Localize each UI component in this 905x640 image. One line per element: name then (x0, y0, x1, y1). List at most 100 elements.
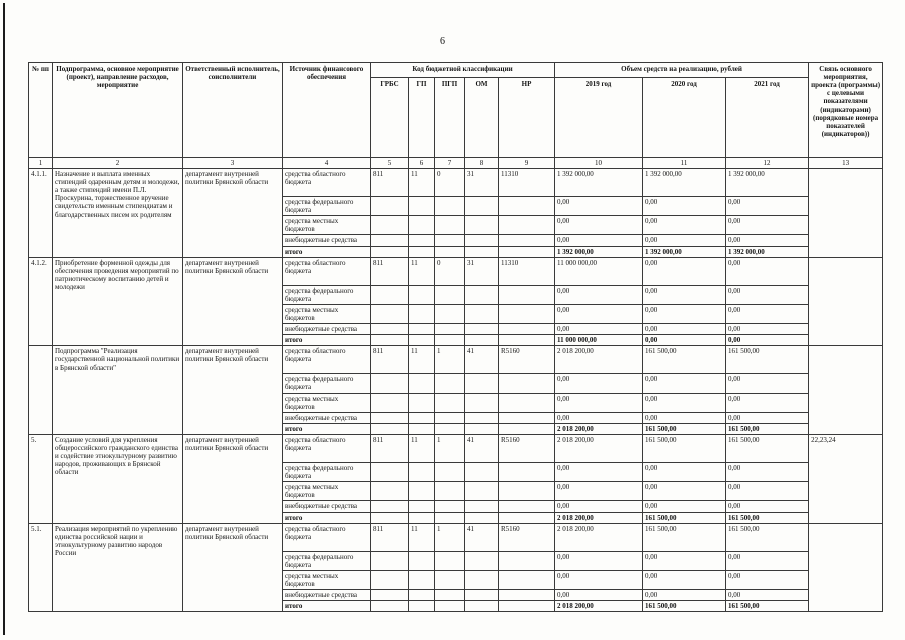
amount-cell: 2 018 200,00 (554, 522, 644, 552)
source-cell: средства областного бюджета (282, 433, 371, 463)
header-link: Связь основного мероприятия, проекта (пр… (808, 62, 884, 158)
program-cell: Назначение и выплата именных стипендий о… (52, 168, 183, 258)
kbk-value-cell (408, 334, 435, 347)
kbk-value-cell: 41 (464, 433, 499, 463)
header-col-number: 10 (554, 157, 644, 169)
kbk-value-cell (370, 422, 409, 435)
amount-cell: 0,00 (642, 392, 727, 413)
header-col-number: 3 (182, 157, 283, 169)
header-year-col: 2020 год (642, 77, 727, 158)
kbk-value-cell: 1 (434, 433, 465, 463)
program-cell: Создание условий для укрепления общеросс… (52, 433, 183, 524)
kbk-value-cell (370, 392, 409, 413)
kbk-value-cell (497, 373, 556, 394)
kbk-value-cell (370, 373, 409, 394)
kbk-value-cell (464, 550, 499, 571)
header-program: Подпрограмма, основное мероприятие (прое… (52, 62, 183, 158)
kbk-value-cell (434, 481, 465, 502)
source-cell: средства местных бюджетов (282, 303, 371, 325)
executor-cell: департамент внутренней политики Брянской… (182, 256, 283, 347)
amount-cell: 0,00 (554, 392, 644, 413)
total-row: итого 1 392 000,00 1 392 000,00 1 392 000,0… (29, 245, 883, 258)
source-cell: средства областного бюджета (282, 168, 371, 197)
kbk-value-cell (434, 511, 465, 524)
kbk-value-cell (408, 600, 435, 613)
source-row: средства федерального бюджета 0,00 0,00 0,0… (29, 461, 883, 483)
kbk-value-cell (464, 245, 499, 258)
kbk-value-cell (497, 481, 556, 502)
amount-cell: 0,00 (725, 392, 810, 413)
amount-cell: 0,00 (554, 481, 644, 502)
header-year-col: 2019 год (554, 77, 644, 158)
source-cell: средства федерального бюджета (282, 373, 371, 394)
amount-cell: 161 500,00 (642, 345, 727, 375)
executor-cell: департамент внутренней политики Брянской… (182, 522, 283, 613)
kbk-value-cell (497, 195, 556, 217)
source-row: внебюджетные средства 0,00 0,00 0,00 (29, 234, 883, 247)
amount-cell: 0,00 (642, 195, 727, 217)
kbk-value-cell (497, 511, 556, 524)
header-col-number: 5 (370, 157, 409, 169)
amount-cell: 0,00 (554, 215, 644, 236)
header-row-main: № пп Подпрограмма, основное мероприятие (… (28, 62, 884, 158)
amount-cell: 1 392 000,00 (554, 168, 644, 197)
kbk-value-cell (464, 373, 499, 394)
amount-cell: 0,00 (725, 589, 810, 602)
kbk-value-cell (408, 461, 435, 483)
header-col-number: 11 (642, 157, 727, 169)
row-num-cell (28, 345, 53, 435)
kbk-value-cell (408, 215, 435, 236)
kbk-value-cell (464, 334, 499, 347)
kbk-value-cell (434, 373, 465, 394)
source-cell: средства федерального бюджета (282, 550, 371, 571)
kbk-value-cell: 41 (464, 345, 499, 375)
kbk-value-cell (370, 600, 409, 613)
total-row: итого 2 018 200,00 161 500,00 161 500,00 (29, 600, 883, 613)
amount-cell: 0,00 (642, 334, 727, 347)
kbk-value-cell (434, 550, 465, 571)
source-row: средства федерального бюджета 0,00 0,00 0,0… (29, 550, 883, 571)
amount-cell: 0,00 (554, 569, 644, 591)
amount-cell: 0,00 (642, 323, 727, 336)
amount-cell: 2 018 200,00 (554, 600, 644, 613)
kbk-value-cell: 11 (408, 522, 435, 552)
kbk-value-cell (464, 195, 499, 217)
kbk-value-cell: 811 (370, 522, 409, 552)
kbk-value-cell (408, 245, 435, 258)
source-row: средства местных бюджетов 0,00 0,00 0,00 (29, 392, 883, 413)
amount-cell: 0,00 (554, 500, 644, 513)
kbk-value-cell: 1 (434, 522, 465, 552)
amount-cell: 0,00 (642, 411, 727, 424)
header-kbk-col: ГП (408, 77, 435, 158)
kbk-value-cell (434, 334, 465, 347)
kbk-value-cell (497, 334, 556, 347)
kbk-value-cell: 41 (464, 522, 499, 552)
kbk-value-cell (434, 461, 465, 483)
kbk-value-cell (497, 411, 556, 424)
amount-cell: 0,00 (642, 589, 727, 602)
amount-cell: 2 018 200,00 (554, 511, 644, 524)
total-row: итого 2 018 200,00 161 500,00 161 500,00 (29, 511, 883, 524)
amount-cell: 1 392 000,00 (642, 245, 727, 258)
kbk-value-cell (464, 589, 499, 602)
kbk-value-cell (497, 323, 556, 336)
kbk-value-cell (434, 589, 465, 602)
budget-table: № пп Подпрограмма, основное мероприятие (… (28, 62, 884, 613)
amount-cell: 0,00 (642, 303, 727, 325)
total-label-cell: итого (282, 245, 371, 258)
kbk-value-cell (434, 284, 465, 305)
kbk-value-cell (408, 422, 435, 435)
source-cell: внебюджетные средства (282, 323, 371, 336)
header-col-number: 9 (497, 157, 556, 169)
kbk-value-cell (408, 303, 435, 325)
source-row: внебюджетные средства 0,00 0,00 0,00 (29, 500, 883, 513)
kbk-value-cell: 11310 (497, 168, 556, 197)
kbk-value-cell: 811 (370, 433, 409, 463)
header-col-number: 13 (808, 157, 884, 169)
kbk-value-cell (434, 569, 465, 591)
row-num-cell: 4.1.1. (28, 168, 53, 258)
amount-cell: 2 018 200,00 (554, 433, 644, 463)
source-row: 5. Создание условий для укрепления общеро… (28, 433, 884, 524)
source-row: 5.1. Реализация мероприятий по укреплению… (28, 522, 884, 613)
kbk-value-cell: 811 (370, 168, 409, 197)
